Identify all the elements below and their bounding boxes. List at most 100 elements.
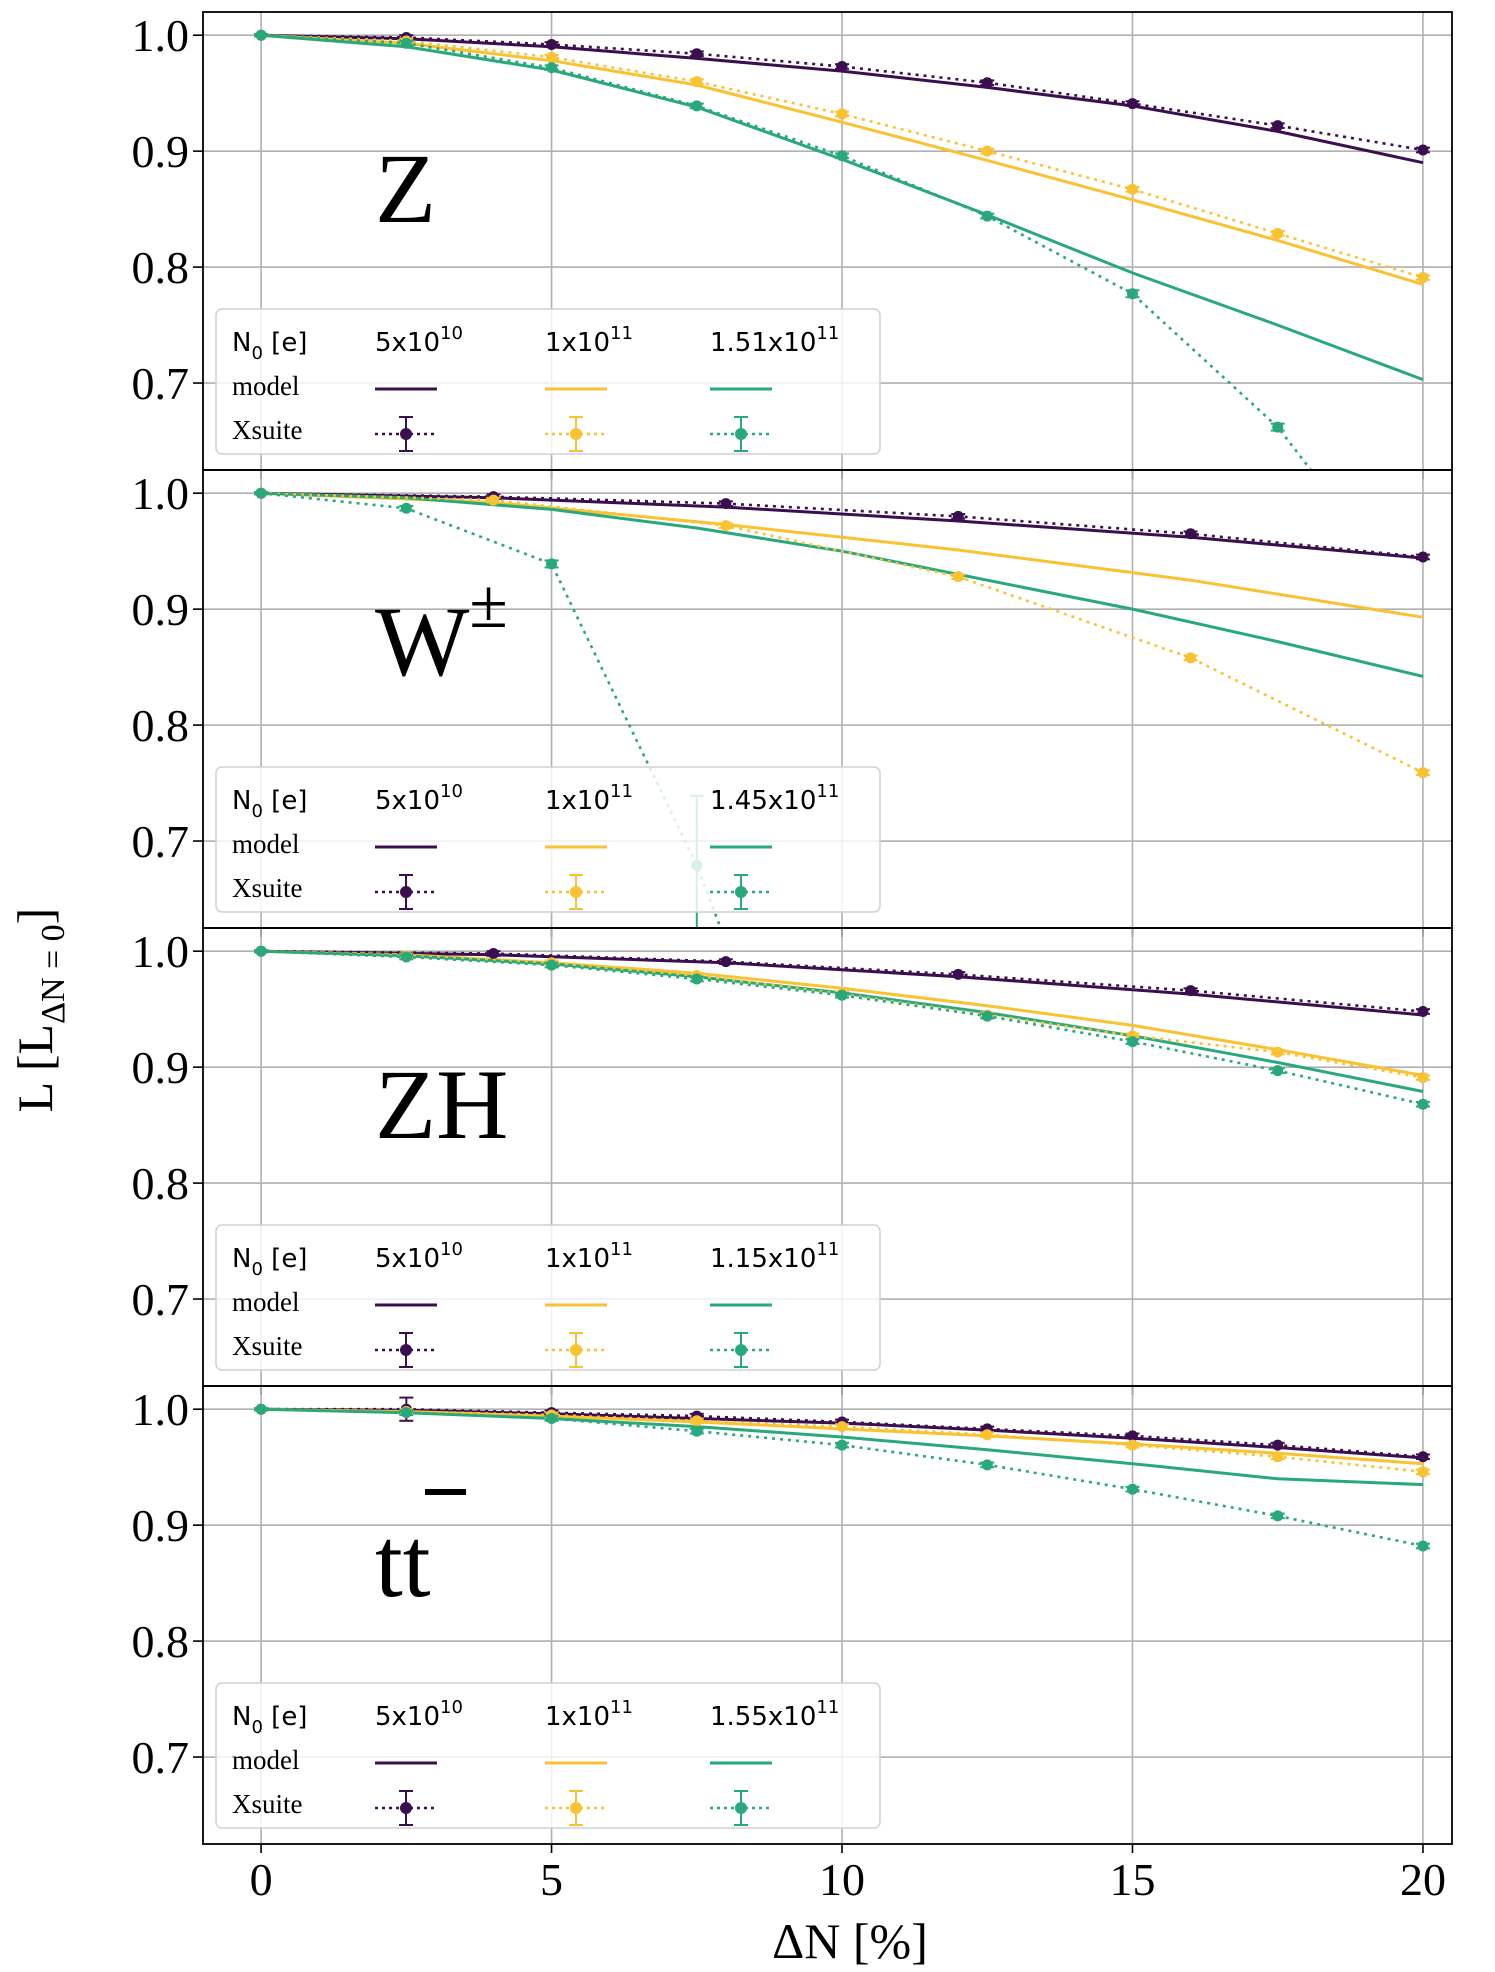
legend-intensity-3: 1.55x1011 [710, 1697, 839, 1732]
panel-label-text: W [375, 586, 470, 697]
legend-xsuite-swatch-point-3 [735, 428, 747, 440]
xsuite-point [1126, 1439, 1138, 1451]
xsuite-point [691, 1425, 703, 1437]
xsuite-point [1126, 288, 1138, 300]
panel-3: 0.7 0.8 0.9 1.0 ZH N0 [e] model Xsuite 5x1010 1x1… [132, 926, 1453, 1395]
xsuite-line-1 [261, 949, 1424, 1013]
xsuite-point [255, 945, 267, 957]
legend-intensity-exp: 11 [610, 323, 633, 344]
series-group [254, 29, 1430, 470]
legend-intensity-exp: 11 [816, 1697, 839, 1718]
xsuite-point [546, 1412, 558, 1424]
xsuite-point [1185, 652, 1197, 664]
xsuite-line-1 [261, 491, 1424, 559]
legend-xsuite-swatch-point-3 [735, 1802, 747, 1814]
xsuite-point [400, 37, 412, 49]
legend-intensity-exp: 11 [816, 323, 839, 344]
legend-header-unit: [e] [263, 1244, 308, 1274]
legend-header-unit: [e] [263, 786, 308, 816]
legend-intensity-base: 1x10 [545, 786, 610, 816]
y-tick-label: 1.0 [132, 10, 190, 61]
xsuite-point [836, 60, 848, 72]
y-tick-label: 0.7 [132, 1732, 190, 1783]
legend-intensity-base: 1x10 [545, 1244, 610, 1274]
y-tick-label: 0.8 [132, 242, 190, 293]
y-tick-label: 1.0 [132, 468, 190, 519]
legend-intensity-3: 1.51x1011 [710, 323, 839, 358]
xsuite-line-3 [261, 1407, 1424, 1548]
xsuite-point [691, 100, 703, 112]
legend-header: N0 [e] [232, 786, 307, 822]
legend-intensity-exp: 10 [440, 1239, 463, 1260]
xsuite-point [1417, 272, 1429, 284]
xsuite-point [1417, 767, 1429, 779]
legend-header-sub: 0 [251, 343, 262, 364]
legend-row-model: model [232, 1745, 300, 1775]
legend-intensity-base: 1.15x10 [710, 1244, 816, 1274]
legend-intensity-base: 1.51x10 [710, 328, 816, 358]
y-tick-label: 0.8 [132, 700, 190, 751]
panel-label-text: ZH [375, 1049, 508, 1160]
legend-header-n: N [232, 328, 251, 358]
xsuite-point [981, 145, 993, 157]
xsuite-point [255, 1403, 267, 1415]
xsuite-point [981, 1459, 993, 1471]
legend-xsuite-swatch-point-1 [400, 1802, 412, 1814]
legend-intensity-exp: 10 [440, 323, 463, 344]
legend-header-sub: 0 [251, 1259, 262, 1280]
legend-xsuite-swatch-point-3 [735, 1344, 747, 1356]
legend-intensity-1: 5x1010 [375, 1239, 463, 1274]
y-axis-label: L [LΔN = 0] [7, 908, 72, 1113]
legend-intensity-3: 1.45x1011 [710, 781, 839, 816]
y-tick-label: 1.0 [132, 926, 190, 977]
y-tick-label: 0.9 [132, 1500, 190, 1551]
y-tick-label: 0.7 [132, 1274, 190, 1325]
xsuite-point [546, 51, 558, 63]
y-tick-label: 0.9 [132, 584, 190, 635]
panel-label-text: Z [375, 133, 436, 244]
xsuite-point [255, 29, 267, 41]
xsuite-point [546, 38, 558, 50]
legend-intensity-exp: 11 [816, 1239, 839, 1260]
xsuite-point [981, 77, 993, 89]
xsuite-point [400, 1407, 412, 1419]
xsuite-point [1126, 1483, 1138, 1495]
xsuite-line-1 [261, 33, 1424, 152]
xsuite-point [1417, 1540, 1429, 1552]
legend-header: N0 [e] [232, 1244, 307, 1280]
legend-xsuite-swatch-point-2 [570, 886, 582, 898]
xsuite-point [1417, 1466, 1429, 1478]
xsuite-line-3 [261, 949, 1424, 1106]
x-tick-label: 0 [250, 1854, 273, 1905]
xsuite-point [1417, 1072, 1429, 1084]
xsuite-point [836, 1421, 848, 1433]
legend-xsuite-swatch-point-1 [400, 886, 412, 898]
x-tick-label: 15 [1109, 1854, 1155, 1905]
xsuite-point [1126, 98, 1138, 110]
xsuite-point [720, 498, 732, 510]
legend-intensity-exp: 11 [816, 781, 839, 802]
xsuite-point [1126, 1036, 1138, 1048]
xsuite-point [720, 520, 732, 532]
legend-intensity-base: 5x10 [375, 328, 440, 358]
legend-header-sub: 0 [251, 801, 262, 822]
xsuite-line-2 [261, 949, 1424, 1079]
legend-row-model: model [232, 371, 300, 401]
xsuite-point [836, 108, 848, 120]
legend-intensity-base: 1x10 [545, 328, 610, 358]
legend-header-unit: [e] [263, 1702, 308, 1732]
xsuite-point [720, 956, 732, 968]
y-tick-label: 0.8 [132, 1158, 190, 1209]
xsuite-point [836, 150, 848, 162]
xsuite-point [1417, 144, 1429, 156]
legend-row-xsuite: Xsuite [232, 1331, 303, 1361]
xsuite-point [1417, 1005, 1429, 1017]
legend-row-xsuite: Xsuite [232, 1789, 303, 1819]
legend-xsuite-swatch-point-2 [570, 1344, 582, 1356]
legend-frame [215, 1224, 881, 1371]
legend-xsuite-swatch-point-3 [735, 886, 747, 898]
legend-xsuite-swatch-point-1 [400, 1344, 412, 1356]
